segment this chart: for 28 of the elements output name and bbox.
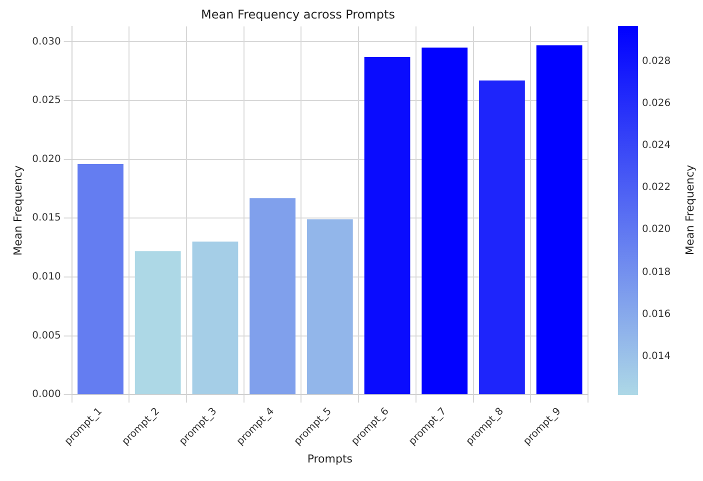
bar [134,251,181,394]
color-bar-label: 0.024 [642,139,671,154]
chart-title: Mean Frequency across Prompts [201,7,395,22]
color-bar-label: 0.014 [642,350,671,364]
y-tick-label: 0.030 [32,36,61,48]
color-bar-label: 0.020 [642,223,671,238]
bar [364,56,410,394]
bar [250,198,296,394]
bar [192,242,238,394]
color-bar-label: 0.026 [642,97,671,112]
y-tick-label: 0.025 [32,95,61,106]
color-bar-label: 0.022 [642,181,671,196]
bar [536,45,582,394]
x-axis-title: Prompts [307,452,353,466]
bar [78,164,124,394]
y-tick-label: 0.015 [32,212,61,224]
y-tick-label: 0.005 [32,330,61,342]
bar [306,219,353,394]
y-tick-label: 0.020 [32,154,61,165]
bar [479,80,525,394]
color-bar-label: 0.016 [642,308,671,322]
bar [422,48,468,394]
color-bar-title: Mean Frequency [684,165,696,256]
y-tick-label: 0.000 [32,389,61,400]
y-tick-label: 0.010 [32,272,61,283]
color-bar-label: 0.028 [642,55,671,70]
color-bar-label: 0.018 [642,266,671,280]
y-axis-title: Mean Frequency [11,164,24,256]
